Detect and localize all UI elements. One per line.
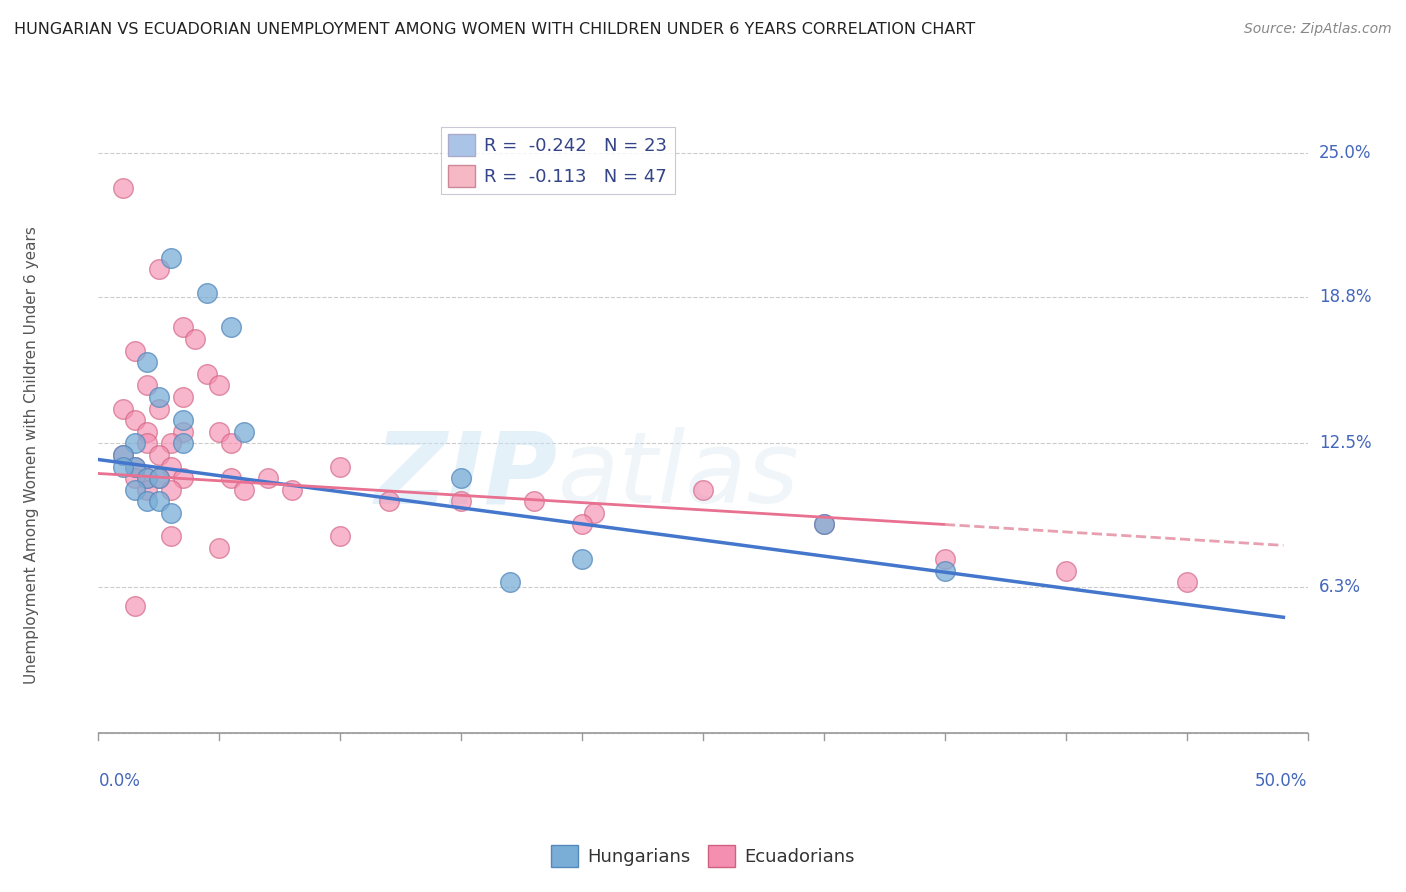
Point bbox=[208, 541, 231, 555]
Point bbox=[934, 564, 956, 578]
Text: 12.5%: 12.5% bbox=[1319, 434, 1371, 452]
Point bbox=[111, 448, 134, 462]
Point bbox=[172, 425, 194, 439]
Text: atlas: atlas bbox=[558, 427, 800, 524]
Point bbox=[221, 471, 243, 485]
Point bbox=[281, 483, 304, 497]
Text: ZIP: ZIP bbox=[375, 427, 558, 524]
Point bbox=[172, 320, 194, 334]
Point bbox=[172, 471, 194, 485]
Point bbox=[111, 459, 134, 474]
Point bbox=[160, 529, 183, 543]
Point bbox=[135, 483, 157, 497]
Point bbox=[329, 529, 352, 543]
Point bbox=[135, 436, 157, 450]
Point bbox=[124, 599, 146, 613]
Point bbox=[450, 494, 472, 508]
Point bbox=[135, 378, 157, 392]
Text: 0.0%: 0.0% bbox=[98, 772, 141, 790]
Point bbox=[124, 343, 146, 358]
Point bbox=[172, 413, 194, 427]
Point bbox=[172, 436, 194, 450]
Text: 25.0%: 25.0% bbox=[1319, 145, 1371, 162]
Point bbox=[135, 494, 157, 508]
Point bbox=[232, 425, 254, 439]
Point bbox=[256, 471, 278, 485]
Point bbox=[195, 285, 218, 300]
Point bbox=[148, 401, 170, 416]
Point bbox=[160, 459, 183, 474]
Point bbox=[583, 506, 606, 520]
Text: Source: ZipAtlas.com: Source: ZipAtlas.com bbox=[1244, 22, 1392, 37]
Point bbox=[232, 483, 254, 497]
Point bbox=[148, 262, 170, 277]
Point bbox=[124, 459, 146, 474]
Point bbox=[498, 575, 520, 590]
Point bbox=[692, 483, 714, 497]
Point bbox=[124, 483, 146, 497]
Text: 18.8%: 18.8% bbox=[1319, 288, 1371, 306]
Point bbox=[160, 483, 183, 497]
Point bbox=[124, 413, 146, 427]
Point bbox=[148, 390, 170, 404]
Text: 50.0%: 50.0% bbox=[1256, 772, 1308, 790]
Point bbox=[450, 471, 472, 485]
Point bbox=[148, 494, 170, 508]
Point bbox=[148, 471, 170, 485]
Point bbox=[329, 459, 352, 474]
Point bbox=[813, 517, 835, 532]
Point bbox=[124, 459, 146, 474]
Point bbox=[571, 552, 593, 566]
Point bbox=[148, 448, 170, 462]
Point bbox=[172, 390, 194, 404]
Point bbox=[813, 517, 835, 532]
Point bbox=[208, 378, 231, 392]
Point bbox=[195, 367, 218, 381]
Point bbox=[934, 552, 956, 566]
Point bbox=[208, 425, 231, 439]
Point bbox=[135, 355, 157, 369]
Point bbox=[184, 332, 207, 346]
Text: Unemployment Among Women with Children Under 6 years: Unemployment Among Women with Children U… bbox=[24, 226, 39, 684]
Legend: R =  -0.242   N = 23, R =  -0.113   N = 47: R = -0.242 N = 23, R = -0.113 N = 47 bbox=[441, 127, 675, 194]
Text: 6.3%: 6.3% bbox=[1319, 578, 1361, 596]
Point bbox=[523, 494, 546, 508]
Point bbox=[135, 425, 157, 439]
Point bbox=[377, 494, 399, 508]
Point bbox=[160, 251, 183, 265]
Point bbox=[1054, 564, 1077, 578]
Point bbox=[571, 517, 593, 532]
Point bbox=[160, 436, 183, 450]
Point bbox=[1175, 575, 1198, 590]
Point bbox=[124, 436, 146, 450]
Text: HUNGARIAN VS ECUADORIAN UNEMPLOYMENT AMONG WOMEN WITH CHILDREN UNDER 6 YEARS COR: HUNGARIAN VS ECUADORIAN UNEMPLOYMENT AMO… bbox=[14, 22, 976, 37]
Point bbox=[111, 448, 134, 462]
Point bbox=[124, 471, 146, 485]
Point bbox=[111, 181, 134, 195]
Point bbox=[221, 320, 243, 334]
Point bbox=[221, 436, 243, 450]
Point bbox=[135, 471, 157, 485]
Point bbox=[111, 401, 134, 416]
Point bbox=[135, 471, 157, 485]
Point bbox=[160, 506, 183, 520]
Point bbox=[148, 471, 170, 485]
